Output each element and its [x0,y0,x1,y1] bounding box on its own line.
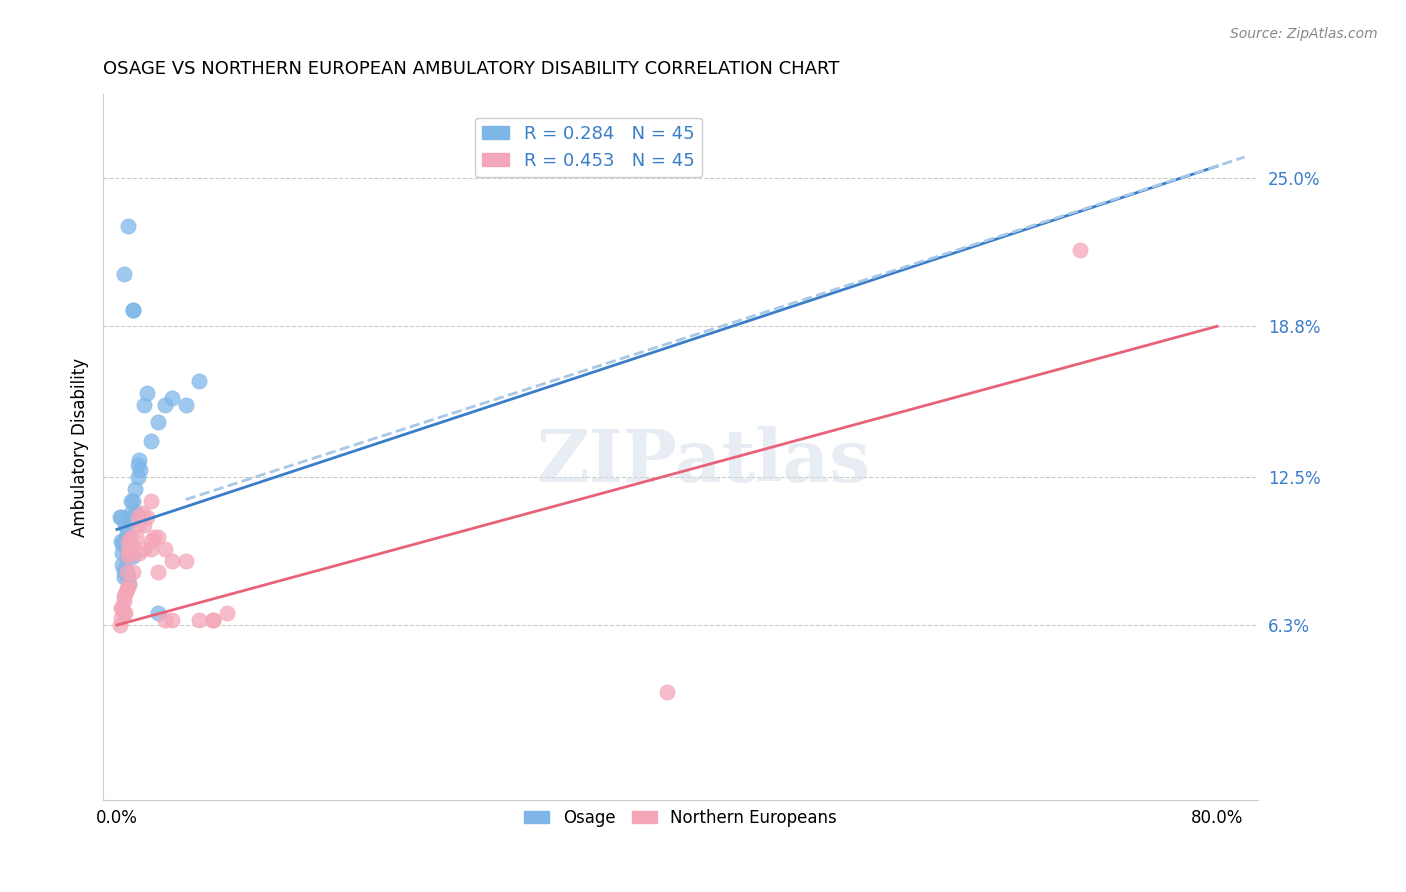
Point [122,302,145,317]
Point [114,517,136,532]
Point [117,534,139,549]
Point [146,606,169,620]
Point [120,530,142,544]
Point [114,587,136,601]
Point [112,606,135,620]
Point [110,601,132,615]
Point [146,566,169,580]
Point [129,463,152,477]
Point [655,685,678,699]
Point [117,219,139,233]
Point [110,510,132,524]
Point [143,530,166,544]
Point [121,510,143,524]
Point [131,506,153,520]
Point [115,566,138,580]
Point [160,553,183,567]
Point [153,613,176,627]
Point [112,594,135,608]
Point [141,541,163,556]
Point [146,415,169,429]
Point [120,506,142,520]
Point [117,549,139,563]
Point [174,398,197,412]
Point [127,458,149,472]
Point [136,510,159,524]
Point [125,530,148,544]
Text: OSAGE VS NORTHERN EUROPEAN AMBULATORY DISABILITY CORRELATION CHART: OSAGE VS NORTHERN EUROPEAN AMBULATORY DI… [103,60,839,78]
Point [112,534,135,549]
Point [111,601,134,615]
Point [134,398,156,412]
Point [110,611,132,625]
Point [128,453,150,467]
Point [127,470,149,484]
Point [124,482,146,496]
Point [128,546,150,560]
Point [141,434,163,448]
Y-axis label: Ambulatory Disability: Ambulatory Disability [72,358,89,537]
Point [108,510,131,524]
Point [174,553,197,567]
Point [117,541,139,556]
Point [120,537,142,551]
Point [114,532,136,546]
Point [115,582,138,597]
Point [117,544,139,558]
Point [118,577,141,591]
Point [146,530,169,544]
Point [127,517,149,532]
Point [134,541,156,556]
Text: ZIPatlas: ZIPatlas [537,425,870,497]
Legend: Osage, Northern Europeans: Osage, Northern Europeans [517,802,844,833]
Point [112,570,135,584]
Point [160,391,183,405]
Point [114,560,136,574]
Point [160,613,183,627]
Point [118,577,141,591]
Point [153,398,176,412]
Point [115,524,138,539]
Point [115,582,138,597]
Point [115,532,138,546]
Point [1069,243,1091,257]
Point [122,302,145,317]
Point [153,541,176,556]
Point [117,570,139,584]
Point [122,493,145,508]
Point [115,549,138,563]
Point [122,566,145,580]
Point [125,506,148,520]
Point [114,606,136,620]
Point [141,534,163,549]
Text: Source: ZipAtlas.com: Source: ZipAtlas.com [1230,27,1378,41]
Point [108,618,131,632]
Point [112,267,135,281]
Point [120,493,142,508]
Point [188,374,211,388]
Point [111,558,134,573]
Point [112,590,135,604]
Point [115,566,138,580]
Point [188,613,211,627]
Point [111,546,134,560]
Point [122,549,145,563]
Point [134,517,156,532]
Point [141,493,163,508]
Point [117,541,139,556]
Point [202,613,225,627]
Point [120,546,142,560]
Point [120,513,142,527]
Point [127,510,149,524]
Point [110,534,132,549]
Point [112,566,135,580]
Point [136,386,159,401]
Point [202,613,225,627]
Point [215,606,238,620]
Point [111,537,134,551]
